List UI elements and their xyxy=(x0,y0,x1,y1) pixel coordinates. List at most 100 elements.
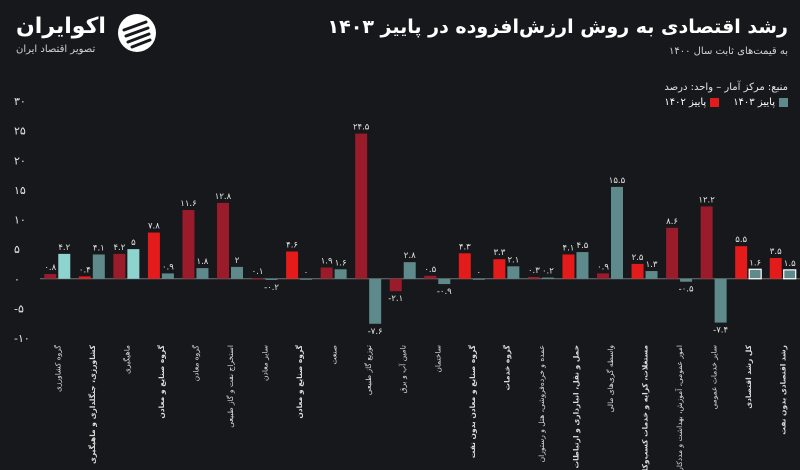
bar-1403 xyxy=(334,269,347,279)
legend-swatch-2024 xyxy=(779,98,788,107)
category-label: حمل و نقل، انبارداری و ارتباطات xyxy=(571,345,580,468)
category-label: گروه کشاورزی xyxy=(53,345,62,392)
bar-1402 xyxy=(147,232,160,279)
value-label-1402: ۰.۹ xyxy=(597,262,609,272)
bar-1403 xyxy=(403,262,416,279)
page-title: رشد اقتصادی به روش ارزش‌افزوده در پاییز … xyxy=(327,16,788,38)
bar-1402 xyxy=(217,202,229,279)
value-label-1402: ۱۲.۲ xyxy=(698,195,715,205)
bar-1403 xyxy=(92,254,105,279)
value-label-1403: ۴.۱ xyxy=(93,243,105,253)
category-label: سایر معادن xyxy=(261,345,270,381)
bar-1402 xyxy=(389,278,402,292)
y-tick-label: ۲۵ xyxy=(14,125,26,138)
value-label-1403: ۲ xyxy=(235,256,240,266)
brand-tagline: تصویر اقتصاد ایران xyxy=(16,44,96,55)
category-label: گروه معادن xyxy=(191,345,200,382)
category-label: تامین آب و برق xyxy=(398,345,408,393)
bar-1403 xyxy=(714,278,727,323)
legend-label-2023: پاییز ۱۴۰۲ xyxy=(664,97,707,108)
bar-1402 xyxy=(631,263,644,279)
bar-1403 xyxy=(783,269,797,280)
value-label-1403: ۱.۸ xyxy=(197,257,209,267)
legend-label-2024: پاییز ۱۴۰۳ xyxy=(733,97,775,108)
value-label-1402: ۱.۹ xyxy=(321,256,333,266)
page-subtitle: به قیمت‌های ثابت سال ۱۴۰۰ xyxy=(668,46,788,57)
value-label-1402: ۰.۸ xyxy=(44,263,56,273)
source-note: منبع: مرکز آمار – واحد: درصد xyxy=(664,82,788,93)
y-tick-label: -۵ xyxy=(14,302,24,315)
category-label: مستغلات، کرایه و خدمات کسب‌وکار xyxy=(641,345,650,470)
bar-1403 xyxy=(576,252,589,279)
value-label-1402: ۱۱.۶ xyxy=(180,199,196,209)
value-label-1403: ۰ xyxy=(304,268,309,278)
bar-1402 xyxy=(735,246,748,279)
bar-1403 xyxy=(369,278,382,324)
bar-1402 xyxy=(493,259,506,279)
legend-swatch-2023 xyxy=(710,98,720,107)
bar-1403 xyxy=(196,268,209,279)
category-label: گروه صنایع و معادن xyxy=(295,344,304,418)
value-label-1403: -۰.۲ xyxy=(264,283,279,293)
value-label-1403: ۱.۶ xyxy=(335,258,347,268)
bar-1402 xyxy=(458,253,471,279)
category-label: کل رشد اقتصادی xyxy=(744,344,753,408)
value-label-1403: ۰.۲ xyxy=(542,267,554,277)
value-label-1402: ۲۴.۵ xyxy=(353,123,370,133)
category-label: سایر خدمات عمومی xyxy=(710,345,719,409)
category-label: گروه صنایع و معادن بدون نفت xyxy=(468,344,477,458)
value-label-1403: -۰.۹ xyxy=(437,287,452,297)
bar-1403 xyxy=(748,268,762,280)
value-label-1402: ۰.۳ xyxy=(528,266,540,276)
brand-mark-icon xyxy=(118,14,156,52)
bar-1403 xyxy=(611,186,623,279)
value-label-1403: -۷.۶ xyxy=(368,327,383,337)
value-label-1402: ۰.۴ xyxy=(79,265,91,275)
value-label-1403: ۲.۱ xyxy=(507,255,519,265)
category-label: صنعت xyxy=(330,345,339,365)
bar-1403 xyxy=(300,278,313,280)
bar-1403 xyxy=(58,253,71,279)
bar-1402 xyxy=(562,254,575,279)
value-label-1403: ۰ xyxy=(477,268,482,278)
value-label-1403: -۷.۴ xyxy=(713,326,728,336)
bar-1403 xyxy=(438,278,451,285)
value-label-1403: ۱.۵ xyxy=(784,259,796,269)
value-label-1403: ۲.۸ xyxy=(404,251,416,261)
value-label-1402: ۴.۶ xyxy=(286,240,298,250)
legend-item-2023: پاییز ۱۴۰۲ xyxy=(664,97,720,108)
value-label-1402: ۲.۵ xyxy=(632,253,644,263)
y-tick-label: ۱۰ xyxy=(14,214,26,227)
y-tick-label: ۳۰ xyxy=(14,95,26,108)
value-label-1402: ۳.۳ xyxy=(493,248,505,258)
value-label-1402: -۲.۱ xyxy=(388,294,403,304)
bar-1402 xyxy=(424,275,437,279)
category-label: ماهیگیری xyxy=(122,345,131,374)
bar-1402 xyxy=(113,253,126,279)
bar-1402 xyxy=(182,210,195,279)
legend-item-2024: پاییز ۱۴۰۳ xyxy=(733,97,788,108)
value-label-1402: ۷.۸ xyxy=(148,222,160,232)
bar-1402 xyxy=(527,276,540,279)
value-label-1402: ۰.۵ xyxy=(424,265,436,275)
bar-1403 xyxy=(127,249,140,279)
bar-1403 xyxy=(541,277,554,279)
bar-1402 xyxy=(44,274,57,279)
y-tick-label: ۱۵ xyxy=(14,184,26,197)
value-label-1403: ۱۵.۵ xyxy=(609,176,626,186)
category-label: واسطه گری‌های مالی xyxy=(606,345,615,413)
y-tick-label: -۱۰ xyxy=(14,332,30,345)
bar-1403 xyxy=(161,273,174,279)
category-label: رشد اقتصادی بدون نفت xyxy=(779,345,788,435)
value-label-1402: ۴.۱ xyxy=(563,243,575,253)
category-label: امور عمومی، آموزش، بهداشت و مددکاری xyxy=(674,345,684,470)
value-label-1403: -۰.۵ xyxy=(679,285,694,295)
value-label-1402: ۴.۳ xyxy=(459,242,471,252)
bar-1402 xyxy=(251,278,264,280)
category-label: عمده و خرده‌فروشی، هتل و رستوران xyxy=(537,345,546,462)
bar-1402 xyxy=(666,227,679,279)
bar-1402 xyxy=(320,267,333,279)
category-label: کشاورزی، جنگلداری و ماهیگیری xyxy=(88,344,97,464)
category-label: ساختمان xyxy=(433,345,442,373)
value-label-1402: ۰.۱ xyxy=(252,267,264,277)
